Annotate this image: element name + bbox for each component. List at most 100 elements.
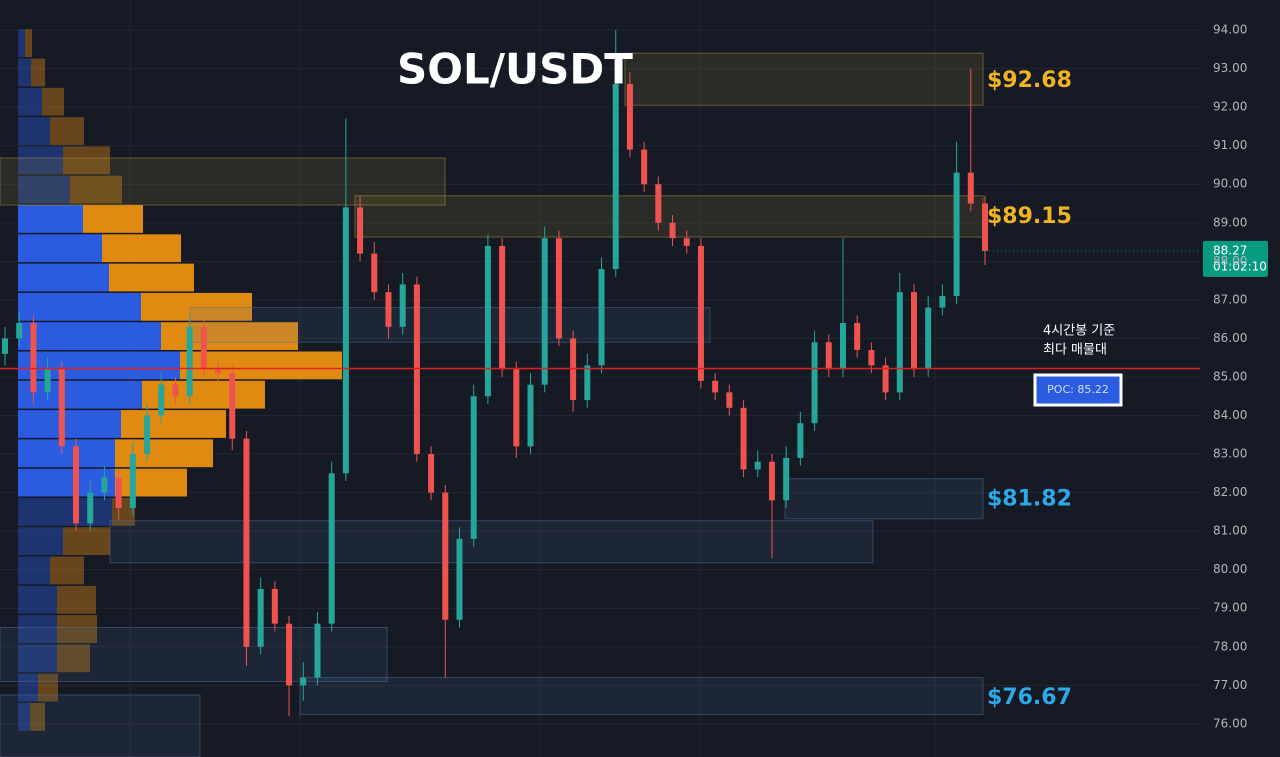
candle-body: [200, 326, 207, 370]
y-tick-label: 92.00: [1213, 100, 1247, 114]
candle-body: [87, 492, 94, 524]
y-tick-label: 90.00: [1213, 177, 1247, 191]
candle-body: [712, 380, 719, 393]
candle-body: [499, 245, 506, 370]
price-tag-countdown: 01:02:10: [1213, 259, 1267, 273]
grid: [0, 0, 1200, 757]
candle-body: [953, 172, 960, 297]
candle-body: [215, 369, 222, 374]
buy-volume: [18, 410, 121, 438]
candle-body: [768, 461, 775, 501]
buy-volume: [18, 263, 109, 292]
candles: [2, 30, 988, 717]
buy-volume: [18, 615, 57, 643]
candle-body: [683, 238, 690, 246]
buy-volume: [18, 380, 142, 409]
candle-body: [740, 407, 747, 470]
candle-body: [144, 415, 151, 455]
candle-body: [811, 342, 818, 424]
candle-body: [2, 338, 8, 354]
candle-body: [513, 369, 520, 447]
candle-body: [797, 423, 804, 458]
y-tick-label: 91.00: [1213, 138, 1247, 152]
zone: [109, 520, 874, 564]
level-label: $81.82: [987, 487, 1072, 512]
candle-body: [286, 623, 293, 686]
candle-body: [854, 322, 861, 350]
poc-box: [1033, 373, 1123, 407]
sell-volume: [109, 263, 194, 292]
y-tick-label: 77.00: [1213, 678, 1247, 692]
buy-volume: [18, 703, 30, 731]
candle-body: [925, 307, 932, 370]
y-tick-label: 84.00: [1213, 408, 1247, 422]
candle-body: [598, 269, 605, 366]
sell-volume: [102, 234, 181, 263]
sell-volume: [57, 585, 96, 614]
buy-volume: [18, 497, 112, 526]
candle-body: [101, 477, 108, 493]
y-tick-label: 80.00: [1213, 562, 1247, 576]
chart-title: SOL/USDT: [397, 45, 633, 94]
buy-volume: [18, 175, 70, 204]
y-tick-label: 88.00: [1213, 254, 1247, 268]
candle-body: [570, 338, 577, 401]
candle-body: [428, 454, 435, 493]
candle-body: [342, 207, 349, 474]
buy-volume: [18, 117, 50, 145]
zone: [354, 195, 984, 238]
candle-body: [328, 473, 335, 624]
zone: [0, 694, 201, 757]
zone: [784, 478, 984, 520]
candle-body: [839, 322, 846, 370]
y-tick-label: 94.00: [1213, 23, 1247, 37]
volume-profile: [18, 29, 342, 731]
sell-volume: [83, 205, 143, 233]
buy-volume: [18, 556, 50, 585]
level-label: $92.68: [987, 68, 1072, 93]
buy-volume: [18, 234, 102, 263]
candle-body: [882, 365, 889, 393]
candle-body: [257, 588, 264, 647]
annotation: 4시간봉 기준: [1043, 324, 1115, 339]
candle-body: [655, 184, 662, 223]
zones: [0, 52, 984, 757]
candle-body: [399, 284, 406, 327]
candle-body: [754, 461, 761, 470]
sell-volume: [63, 527, 110, 556]
candle-body: [129, 454, 136, 509]
buy-volume: [18, 87, 42, 116]
candle-body: [868, 349, 875, 366]
zone: [189, 307, 711, 343]
candle-body: [371, 253, 378, 293]
buy-volume: [18, 439, 115, 468]
sell-volume: [70, 175, 122, 204]
y-tick-label: 79.00: [1213, 601, 1247, 615]
buy-volume: [18, 29, 25, 58]
candle-body: [825, 342, 832, 370]
level-label: $76.67: [987, 685, 1072, 710]
candle-body: [456, 538, 463, 620]
candle-body: [243, 438, 250, 647]
candle-body: [726, 392, 733, 408]
candle-body: [697, 245, 704, 381]
overlay: $92.68 $89.15 $81.82 $76.67 POC: 85.22 4시간봉 기…: [0, 68, 1268, 710]
buy-volume: [18, 527, 63, 556]
candle-body: [385, 292, 392, 327]
candle-body: [30, 322, 37, 393]
y-tick-label: 93.00: [1213, 61, 1247, 75]
sell-volume: [141, 292, 252, 321]
candle-body: [172, 384, 179, 397]
candle-body: [612, 84, 619, 270]
buy-volume: [18, 322, 161, 350]
sell-volume: [31, 58, 45, 87]
buy-volume: [18, 205, 83, 233]
candle-body: [555, 238, 562, 339]
candle-body: [314, 623, 321, 678]
y-tick-label: 76.00: [1213, 716, 1247, 730]
sell-volume: [57, 644, 90, 673]
candle-body: [626, 84, 633, 150]
zone: [0, 157, 446, 206]
candle-body: [527, 384, 534, 447]
